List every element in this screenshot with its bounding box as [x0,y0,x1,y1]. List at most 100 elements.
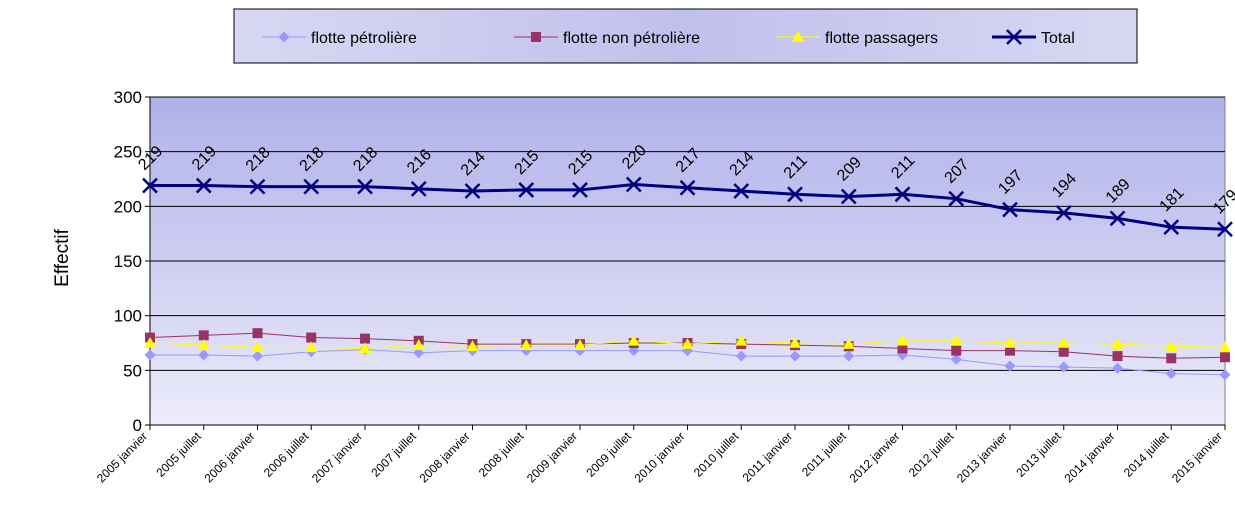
legend-label: Total [1041,30,1075,47]
x-tick-label: 2007 juillet [368,429,419,480]
data-point [948,190,965,207]
y-axis: 0 50 100 150 200 250 300 [114,88,151,435]
data-point [1112,351,1123,362]
data-point [843,350,855,362]
data-point [789,337,801,348]
data-point [572,182,588,198]
data-point [360,333,370,344]
data-point [735,334,748,346]
data-point [735,350,747,362]
data-point [894,186,911,203]
data-point [195,177,212,194]
x-tick-label: 2010 janvier [631,429,687,485]
data-point [789,350,801,362]
x-tick-label: 2011 juillet [799,429,849,479]
series-layer [142,176,1233,381]
data-point [679,179,696,196]
legend-swatch-marker [531,32,541,42]
legend-label: flotte pétrolière [311,30,417,47]
data-point [1163,219,1180,235]
x-tick-label: 2014 janvier [1061,429,1117,485]
data-point [681,338,694,349]
data-point [950,353,962,365]
x-tick-label: 2008 janvier [416,429,472,485]
data-point [410,180,427,197]
data-point [252,328,263,339]
data-point [197,339,210,350]
legend-swatch-marker [1006,29,1022,45]
data-point [627,334,640,346]
y-tick-label: 300 [114,88,142,107]
data-point [1109,210,1126,227]
series-x [142,176,1233,238]
data-point [1055,205,1072,221]
data-point [896,334,909,346]
legend-box [233,8,1138,64]
x-tick-label: 2010 juillet [691,429,742,480]
data-point [1112,362,1123,374]
data-point [1166,353,1177,364]
y-tick-label: 250 [114,143,142,162]
x-tick-label: 2013 juillet [1013,429,1064,480]
y-tick-label: 200 [114,197,142,216]
legend-label: flotte non pétrolière [563,30,700,47]
data-point [1165,340,1178,352]
legend-swatch-marker [278,31,290,43]
x-tick-label: 2013 janvier [954,429,1010,485]
data-point [357,178,373,195]
legend: flotte pétrolière flotte non pétrolière fl… [233,8,1138,64]
data-point [305,341,318,353]
data-point [1165,368,1177,380]
data-point [1219,369,1231,381]
x-tick-label: 2005 janvier [94,429,150,485]
x-tick-label: 2009 janvier [524,429,580,485]
data-point [198,349,210,361]
x-tick-label: 2012 janvier [846,429,902,485]
data-point [142,177,158,194]
data-point [897,343,908,354]
x-tick-label: 2015 janvier [1169,429,1225,485]
data-point [951,345,962,356]
data-point [144,349,156,361]
legend-swatch-marker [792,31,804,42]
data-point [840,188,857,205]
y-tick-label: 50 [123,361,142,380]
legend-item: flotte pétrolière [262,30,417,47]
x-tick-label: 2009 juillet [583,429,634,480]
data-point [1057,337,1070,348]
data-point [252,350,263,362]
data-point [787,186,803,203]
legend-item: flotte non pétrolière [514,30,700,47]
y-axis-label: Effectif [52,228,73,286]
data-point [359,342,371,354]
y-tick-label: 100 [114,307,142,326]
y-tick-label: 150 [114,252,142,271]
data-point [625,176,642,193]
data-point [198,330,209,341]
x-tick-label: 2012 juillet [906,429,957,480]
data-point [1220,352,1230,363]
data-point [520,339,533,350]
y-tick-label: 0 [133,416,142,435]
data-point [518,182,535,198]
data-point [1004,360,1016,372]
data-point [574,339,586,350]
data-point [464,183,481,199]
data-point [1058,346,1069,357]
data-point [1217,221,1233,238]
data-point [466,340,479,352]
legend-item: flotte passagers [776,30,938,47]
x-tick-label: 2008 juillet [476,429,527,480]
data-point [1002,201,1018,218]
data-point [842,338,855,349]
data-point [303,178,320,195]
data-point [733,183,750,199]
x-tick-label: 2006 janvier [201,429,257,485]
data-point [413,347,425,359]
x-tick-label: 2011 janvier [740,429,796,485]
gridlines [150,96,1225,371]
data-point [1058,361,1070,373]
x-tick-label: 2006 juillet [261,429,312,480]
